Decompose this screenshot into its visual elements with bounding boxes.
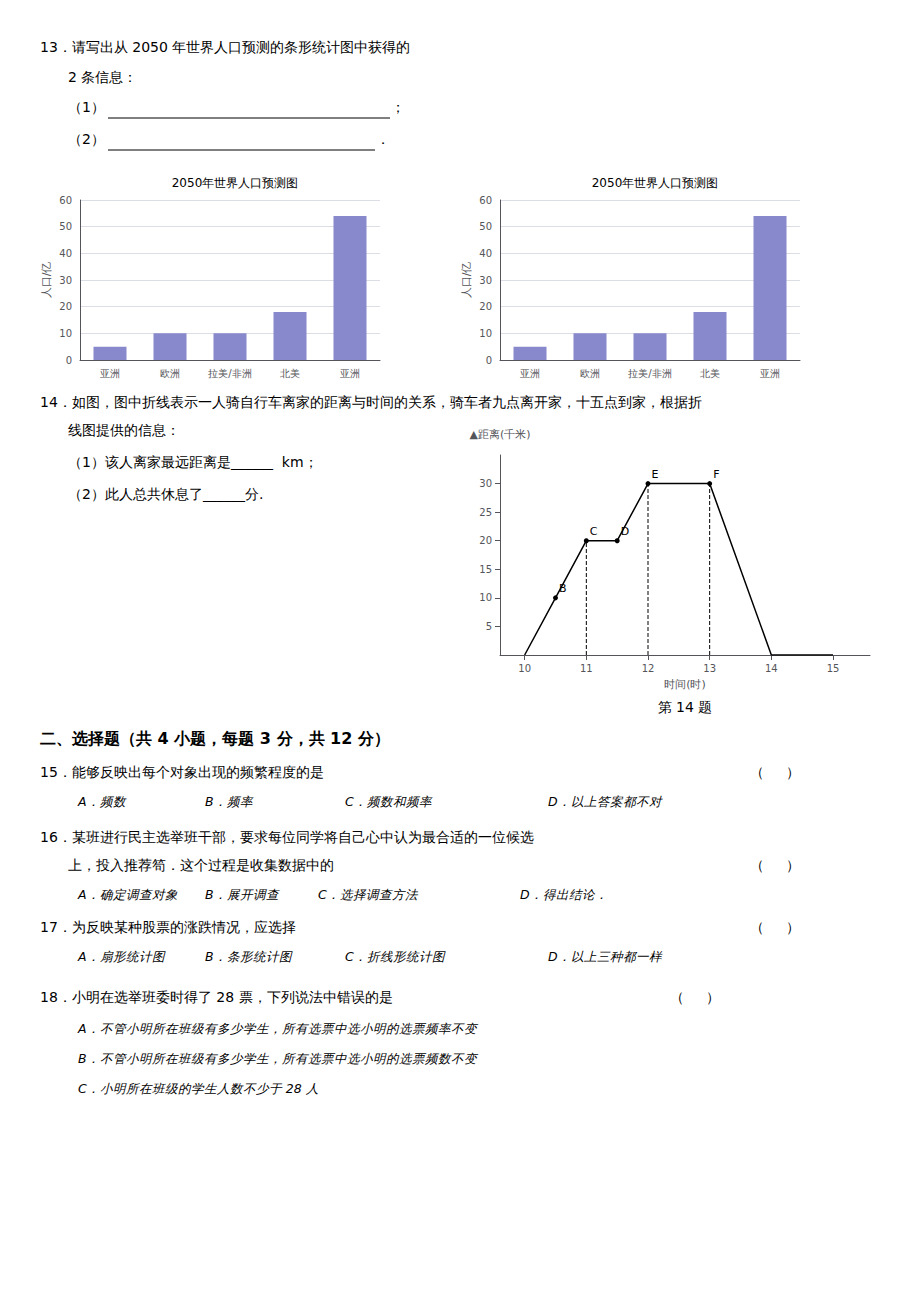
svg-text:B．展开调查: B．展开调查 <box>205 887 280 902</box>
svg-text:A．扇形统计图: A．扇形统计图 <box>77 949 166 964</box>
svg-text:A．不管小明所在班级有多少学生，所有选票中选小明的选票频率不: A．不管小明所在班级有多少学生，所有选票中选小明的选票频率不变 <box>77 1021 479 1036</box>
svg-text:60: 60 <box>479 195 492 206</box>
svg-text:B．条形统计图: B．条形统计图 <box>205 949 293 964</box>
svg-text:12: 12 <box>642 663 655 674</box>
svg-text:13: 13 <box>703 663 716 674</box>
svg-text:（ ）: （ ） <box>750 857 800 873</box>
svg-text:．: ． <box>376 131 390 147</box>
svg-text:（ ）: （ ） <box>670 989 720 1005</box>
svg-text:（2）: （2） <box>68 131 105 147</box>
svg-text:10: 10 <box>479 592 492 603</box>
svg-text:2050年世界人口预测图: 2050年世界人口预测图 <box>172 176 299 190</box>
svg-text:30: 30 <box>59 275 72 286</box>
svg-text:0: 0 <box>66 355 72 366</box>
svg-text:上，投入推荐笱．这个过程是收集数据中的: 上，投入推荐笱．这个过程是收集数据中的 <box>68 857 334 873</box>
svg-text:亚洲: 亚洲 <box>520 368 540 379</box>
svg-text:拉美/非洲: 拉美/非洲 <box>628 368 671 379</box>
svg-text:10: 10 <box>59 328 72 339</box>
svg-text:人口/亿: 人口/亿 <box>40 262 53 299</box>
svg-text:B．不管小明所在班级有多少学生，所有选票中选小明的选票频数不: B．不管小明所在班级有多少学生，所有选票中选小明的选票频数不变 <box>78 1051 479 1066</box>
svg-text:亚洲: 亚洲 <box>760 368 780 379</box>
svg-text:（1）该人离家最远距离是______ km；: （1）该人离家最远距离是______ km； <box>68 454 318 470</box>
svg-text:60: 60 <box>59 195 72 206</box>
svg-text:20: 20 <box>479 535 492 546</box>
svg-text:二、选择题（共 4 小题，每题 3 分，共 12 分）: 二、选择题（共 4 小题，每题 3 分，共 12 分） <box>40 729 390 748</box>
svg-text:17．为反映某种股票的涨跌情况，应选择: 17．为反映某种股票的涨跌情况，应选择 <box>40 919 296 935</box>
svg-text:亚洲: 亚洲 <box>340 368 360 379</box>
svg-text:F: F <box>713 468 719 481</box>
svg-text:B．频率: B．频率 <box>205 794 254 809</box>
svg-text:30: 30 <box>479 478 492 489</box>
svg-text:C．折线形统计图: C．折线形统计图 <box>345 949 446 964</box>
svg-text:18．小明在选举班委时得了 28 票，下列说法中错误的是: 18．小明在选举班委时得了 28 票，下列说法中错误的是 <box>40 989 393 1005</box>
svg-text:2 条信息：: 2 条信息： <box>68 69 137 85</box>
svg-text:13．请写出从 2050 年世界人口预测的条形统计图中获得的: 13．请写出从 2050 年世界人口预测的条形统计图中获得的 <box>40 39 410 55</box>
svg-text:A．确定调查对象: A．确定调查对象 <box>77 887 178 902</box>
svg-text:第 14 题: 第 14 题 <box>658 699 713 715</box>
svg-text:20: 20 <box>479 301 492 312</box>
svg-text:▲距离(千米): ▲距离(千米) <box>469 428 530 441</box>
svg-text:10: 10 <box>479 328 492 339</box>
svg-text:线图提供的信息：: 线图提供的信息： <box>68 422 180 438</box>
svg-text:时间(时): 时间(时) <box>664 678 706 691</box>
svg-text:2050年世界人口预测图: 2050年世界人口预测图 <box>592 176 719 190</box>
svg-text:5: 5 <box>486 621 492 632</box>
svg-text:50: 50 <box>479 221 492 232</box>
svg-text:14: 14 <box>765 663 778 674</box>
svg-text:欧洲: 欧洲 <box>580 368 600 379</box>
svg-text:（2）此人总共休息了______分.: （2）此人总共休息了______分. <box>68 486 263 502</box>
svg-text:15: 15 <box>479 564 492 575</box>
svg-text:D．以上答案都不对: D．以上答案都不对 <box>548 794 663 809</box>
svg-text:16．某班进行民主选举班干部，要求每位同学将自己心中认为最合: 16．某班进行民主选举班干部，要求每位同学将自己心中认为最合适的一位候选 <box>40 829 534 845</box>
svg-text:D: D <box>621 525 629 538</box>
svg-text:D．以上三种都一样: D．以上三种都一样 <box>548 949 663 964</box>
svg-text:（ ）: （ ） <box>750 764 800 780</box>
svg-text:30: 30 <box>479 275 492 286</box>
svg-text:40: 40 <box>479 248 492 259</box>
svg-text:C．频数和频率: C．频数和频率 <box>345 794 433 809</box>
svg-text:；: ； <box>391 99 405 115</box>
svg-text:15: 15 <box>827 663 840 674</box>
svg-text:40: 40 <box>59 248 72 259</box>
svg-text:北美: 北美 <box>280 368 300 379</box>
svg-text:A．频数: A．频数 <box>77 794 127 809</box>
svg-text:B: B <box>559 582 567 595</box>
svg-text:11: 11 <box>580 663 593 674</box>
svg-text:C．选择调查方法: C．选择调查方法 <box>318 887 419 902</box>
svg-text:（ ）: （ ） <box>750 919 800 935</box>
svg-text:亚洲: 亚洲 <box>100 368 120 379</box>
svg-text:14．如图，图中折线表示一人骑自行车离家的距离与时间的关系，: 14．如图，图中折线表示一人骑自行车离家的距离与时间的关系，骑车者九点离开家，十… <box>40 394 702 410</box>
svg-text:50: 50 <box>59 221 72 232</box>
svg-text:北美: 北美 <box>700 368 720 379</box>
svg-text:拉美/非洲: 拉美/非洲 <box>208 368 251 379</box>
svg-text:20: 20 <box>59 301 72 312</box>
svg-text:C．小明所在班级的学生人数不少于 28 人: C．小明所在班级的学生人数不少于 28 人 <box>78 1081 319 1096</box>
svg-text:E: E <box>652 468 659 481</box>
svg-text:0: 0 <box>486 355 492 366</box>
svg-text:C: C <box>590 525 598 538</box>
svg-text:（1）: （1） <box>68 99 105 115</box>
svg-text:人口/亿: 人口/亿 <box>460 262 473 299</box>
svg-text:25: 25 <box>479 507 492 518</box>
svg-text:欧洲: 欧洲 <box>160 368 180 379</box>
svg-text:15．能够反映出每个对象出现的频繁程度的是: 15．能够反映出每个对象出现的频繁程度的是 <box>40 764 324 780</box>
svg-text:D．得出结论．: D．得出结论． <box>520 887 608 902</box>
svg-text:10: 10 <box>518 663 531 674</box>
